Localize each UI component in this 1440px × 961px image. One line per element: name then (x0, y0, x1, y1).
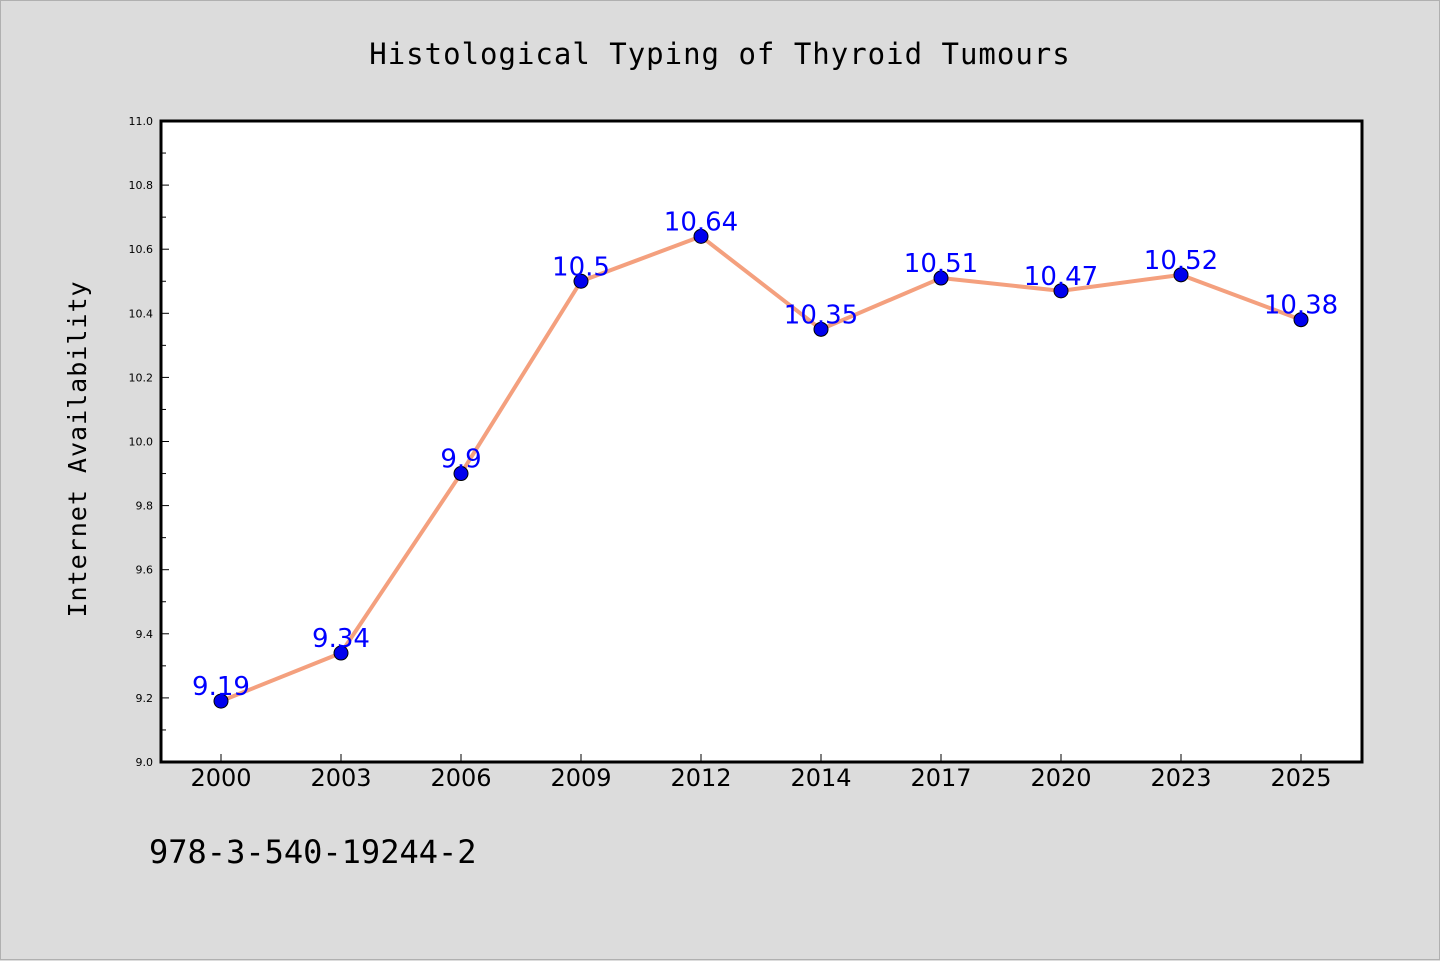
data-label: 9.34 (312, 624, 370, 654)
marker-layer (213, 228, 1309, 709)
plot-area (161, 121, 1362, 762)
y-tick-label: 10.4 (129, 307, 154, 320)
y-axis: 9.0 9.2 9.4 9.6 9.8 10.0 10.2 10.4 10.6 10.8 11.0 (129, 115, 169, 769)
y-tick-label: 10.2 (129, 371, 154, 384)
y-tick-label: 10.8 (129, 179, 154, 192)
data-label: 9.19 (192, 672, 250, 702)
y-tick-label: 9.0 (136, 756, 154, 769)
data-label: 10.35 (784, 300, 858, 330)
data-label-layer: 9.19 9.34 9.9 10.5 10.64 10.35 10.51 10.47 10.52… (192, 207, 1338, 702)
y-tick-label: 10.0 (129, 436, 154, 449)
x-tick-label: 2014 (790, 764, 851, 792)
x-tick-label: 2023 (1150, 764, 1211, 792)
y-tick-label: 11.0 (129, 115, 154, 128)
x-axis: 2000 2003 2006 2009 2012 2014 2017 2020 2023 2025 (190, 754, 1332, 792)
chart-title: Histological Typing of Thyroid Tumours (369, 37, 1070, 71)
data-label: 9.9 (440, 445, 481, 475)
y-tick-label: 9.4 (136, 628, 154, 641)
x-tick-label: 2003 (310, 764, 371, 792)
data-point-marker (1293, 312, 1309, 328)
x-tick-label: 2006 (430, 764, 491, 792)
data-label: 10.5 (552, 252, 610, 282)
data-label: 10.52 (1144, 246, 1218, 276)
data-point-marker (573, 273, 589, 289)
footer-code: 978-3-540-19244-2 (149, 833, 477, 871)
data-point-marker (213, 693, 229, 709)
series-line (220, 234, 1302, 703)
series-line-layer (220, 234, 1302, 703)
x-tick-label: 2012 (670, 764, 731, 792)
x-tick-label: 2009 (550, 764, 611, 792)
data-label: 10.51 (904, 249, 978, 279)
y-tick-label: 9.2 (136, 692, 154, 705)
data-label: 10.47 (1024, 262, 1098, 292)
x-tick-label: 2020 (1030, 764, 1091, 792)
data-point-marker (453, 466, 469, 482)
plot-border (159, 119, 1364, 764)
data-label: 10.38 (1264, 291, 1338, 321)
x-tick-label: 2017 (910, 764, 971, 792)
x-tick-label: 2000 (190, 764, 251, 792)
y-tick-label: 9.6 (136, 564, 154, 577)
data-point-marker (333, 645, 349, 661)
data-point-marker (813, 321, 829, 337)
x-tick-label: 2025 (1270, 764, 1331, 792)
y-tick-label: 10.6 (129, 243, 154, 256)
data-label: 10.64 (664, 207, 738, 237)
data-point-marker (1053, 283, 1069, 299)
y-axis-label: Internet Availability (63, 280, 92, 617)
data-point-marker (1173, 267, 1189, 283)
data-point-marker (693, 228, 709, 244)
y-tick-label: 9.8 (136, 500, 154, 513)
data-point-marker (933, 270, 949, 286)
